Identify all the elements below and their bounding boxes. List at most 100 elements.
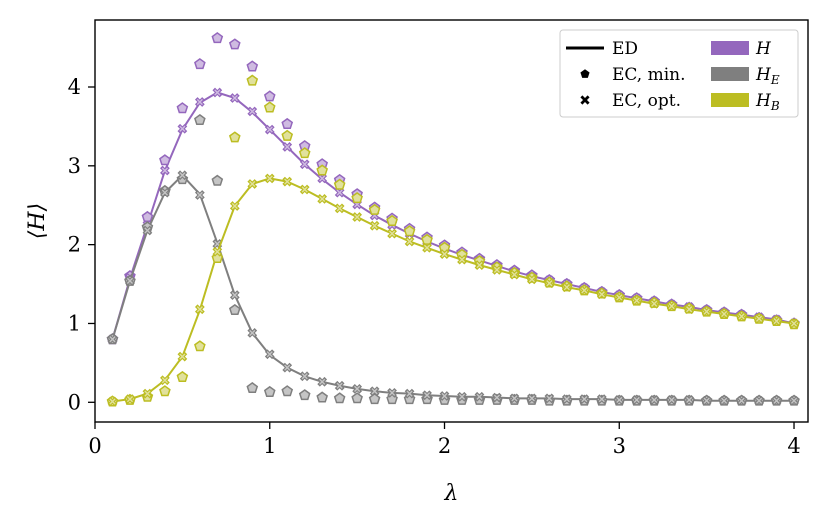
ec-opt-point-inner: [511, 395, 518, 402]
ec-opt-point-inner: [493, 394, 501, 401]
y-tick-label: 1: [68, 311, 81, 335]
ec-opt-point-inner: [231, 291, 238, 299]
ec-min-point: [316, 391, 329, 403]
ec-opt-point-inner: [790, 397, 798, 404]
ec-opt-point-inner: [441, 251, 448, 258]
ec-opt-point-inner: [196, 306, 203, 313]
ec-min-point: [228, 38, 241, 50]
ec-opt-point-inner: [790, 320, 798, 327]
legend-label-ec-opt: EC, opt.: [612, 91, 681, 111]
ec-opt-point-inner: [563, 284, 570, 291]
series-he: [106, 113, 800, 406]
y-tick-label: 4: [68, 75, 81, 99]
ec-opt-point-inner: [301, 373, 308, 380]
ec-min-point: [246, 60, 259, 72]
ec-opt-point-inner: [179, 125, 186, 132]
ec-opt-point-inner: [686, 306, 693, 313]
legend-swatch-hb: [711, 93, 749, 107]
ec-opt-point-inner: [528, 395, 535, 402]
ec-opt-point-inner: [423, 392, 431, 399]
ec-opt-point-inner: [563, 396, 570, 403]
y-tick-label: 3: [68, 154, 81, 178]
ec-min-point: [281, 385, 294, 397]
legend-label-ed: ED: [612, 39, 638, 59]
plot-area: [106, 32, 800, 407]
ec-opt-point-inner: [249, 180, 256, 188]
legend-label-hb: HB: [755, 91, 780, 113]
ec-min-point: [194, 340, 206, 352]
ec-opt-point-inner: [773, 318, 780, 325]
ec-opt-point-inner: [301, 186, 308, 193]
ec-opt-point-inner: [458, 393, 466, 400]
ec-opt-point-inner: [598, 396, 605, 403]
ec-opt-point-inner: [755, 315, 763, 322]
ec-opt-point-inner: [284, 143, 291, 151]
ec-opt-point-inner: [493, 266, 501, 273]
ec-opt-point-inner: [388, 230, 396, 237]
ec-opt-point-inner: [721, 310, 728, 318]
ec-opt-point-inner: [738, 313, 745, 320]
ec-min-point: [368, 203, 381, 215]
ec-opt-point-inner: [179, 172, 186, 179]
ticks: 0 1 2 3 4 0 1 2 3 4: [68, 75, 801, 458]
series-hb: [106, 74, 800, 407]
ec-min-point: [211, 174, 224, 186]
x-tick-label: 4: [787, 434, 800, 458]
ec-opt-point-inner: [616, 294, 623, 301]
ec-min-point: [263, 385, 276, 397]
ec-opt-point-inner: [284, 178, 291, 185]
ec-opt-point-inner: [581, 396, 588, 403]
ec-opt-point-inner: [161, 189, 168, 196]
ec-opt-point-inner: [616, 396, 623, 404]
x-tick-label: 3: [613, 434, 626, 458]
ec-min-point: [298, 389, 311, 401]
ec-opt-point-inner: [371, 388, 378, 395]
ec-min-point: [211, 32, 224, 44]
ec-min-point: [351, 192, 363, 204]
ec-opt-point-inner: [284, 364, 291, 371]
ec-opt-point-inner: [668, 396, 675, 404]
y-tick-label: 0: [68, 390, 81, 414]
ec-opt-point-inner: [249, 108, 256, 115]
ec-opt-point-inner: [126, 396, 134, 403]
ec-opt-point-inner: [721, 397, 728, 404]
ec-opt-point-inner: [109, 336, 116, 343]
legend-swatch-he: [711, 67, 749, 81]
ec-opt-point-inner: [144, 227, 151, 234]
ec-min-point: [263, 90, 276, 102]
legend-label-he: HE: [755, 65, 780, 87]
y-axis-label: ⟨H⟩: [25, 203, 50, 239]
ec-min-point: [316, 164, 329, 176]
ec-opt-point-inner: [214, 248, 221, 255]
ec-min-point: [246, 381, 259, 394]
legend-x-marker: [580, 95, 590, 105]
legend-pentagon-marker: [580, 69, 590, 78]
ec-min-point: [368, 393, 381, 405]
ec-opt-point-inner: [336, 382, 343, 389]
x-tick-label: 0: [88, 434, 101, 458]
ec-opt-point-inner: [651, 300, 658, 307]
ec-opt-point-inner: [738, 397, 745, 404]
legend-swatch-h: [711, 41, 749, 55]
ec-opt-point-inner: [354, 385, 361, 392]
ec-min-point: [176, 102, 189, 114]
ec-opt-point-inner: [703, 308, 710, 315]
ed-line: [111, 173, 795, 402]
ec-opt-point-inner: [144, 390, 151, 397]
ec-opt-point-inner: [214, 89, 221, 96]
ec-min-point: [281, 129, 294, 141]
ec-opt-point-inner: [319, 175, 326, 182]
ec-opt-point-inner: [651, 396, 658, 404]
ed-line: [112, 177, 795, 403]
ec-opt-point-inner: [319, 195, 326, 203]
ec-opt-point-inner: [581, 287, 588, 294]
ec-opt-point-inner: [476, 262, 483, 269]
ec-min-point: [421, 233, 433, 245]
ec-opt-point-inner: [371, 222, 378, 229]
x-axis-label: λ: [444, 481, 459, 506]
ec-opt-point-inner: [354, 213, 361, 221]
ec-opt-point-inner: [458, 256, 466, 263]
ec-opt-point-inner: [231, 202, 238, 210]
x-tick-label: 2: [438, 434, 451, 458]
